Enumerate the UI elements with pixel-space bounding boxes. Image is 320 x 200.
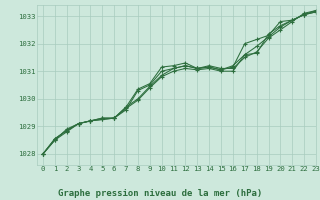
Text: Graphe pression niveau de la mer (hPa): Graphe pression niveau de la mer (hPa)	[58, 189, 262, 198]
